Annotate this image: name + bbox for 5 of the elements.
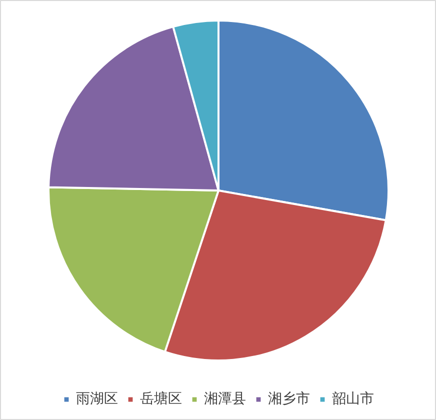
legend-label: 岳塘区: [140, 390, 182, 408]
legend-label: 韶山市: [332, 390, 374, 408]
legend-label: 雨湖区: [76, 390, 118, 408]
legend-label: 湘潭县: [204, 390, 246, 408]
legend-label: 湘乡市: [268, 390, 310, 408]
